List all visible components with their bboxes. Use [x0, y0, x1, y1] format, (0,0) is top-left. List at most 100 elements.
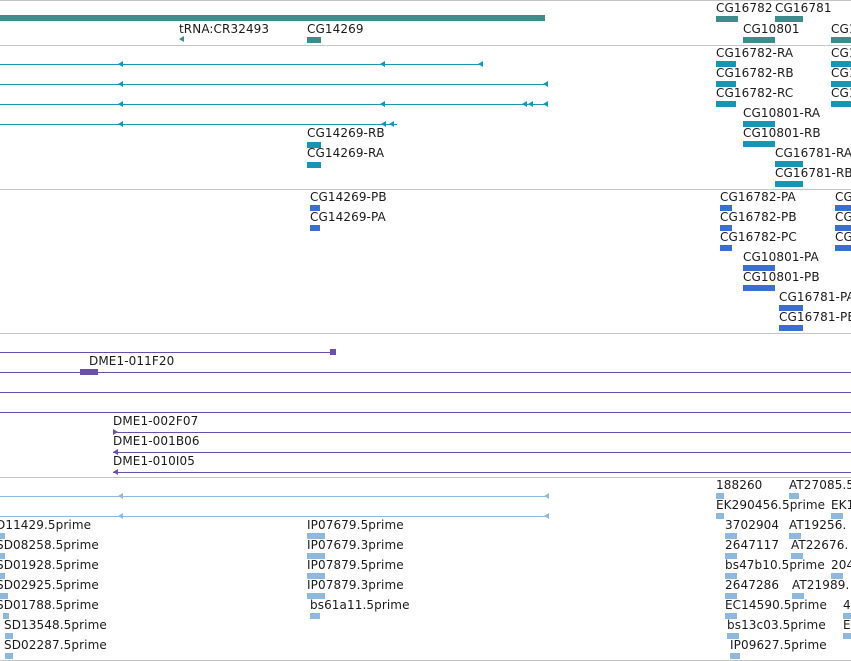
est-label[interactable]: SD01788.5prime: [0, 598, 99, 612]
est-glyph[interactable]: [725, 573, 737, 579]
est-label[interactable]: SD08258.5prime: [0, 538, 99, 552]
clone-end-marker[interactable]: [113, 449, 118, 455]
protein-label[interactable]: CG16782-PA: [720, 190, 796, 204]
protein-label[interactable]: CG: [835, 230, 851, 244]
est-glyph[interactable]: [843, 633, 851, 639]
clone-end-marker[interactable]: [113, 469, 118, 475]
gene-label[interactable]: tRNA:CR32493: [179, 22, 270, 36]
transcript-line[interactable]: [0, 64, 483, 65]
transcript-label[interactable]: CG1: [831, 86, 851, 100]
protein-glyph[interactable]: [835, 205, 851, 211]
gene-glyph[interactable]: [831, 37, 851, 43]
transcript-glyph[interactable]: [307, 142, 321, 148]
protein-label[interactable]: CG16781-PA: [779, 290, 851, 304]
clone-line[interactable]: [113, 472, 851, 473]
est-glyph[interactable]: [118, 513, 123, 519]
clone-line[interactable]: [0, 352, 336, 353]
transcript-label[interactable]: CG16782-RC: [716, 86, 794, 100]
est-label[interactable]: 3702904: [725, 518, 780, 532]
est-line[interactable]: [0, 496, 549, 497]
est-glyph[interactable]: [307, 533, 325, 539]
protein-label[interactable]: CG16782-PB: [720, 210, 797, 224]
est-glyph[interactable]: [725, 593, 737, 599]
clone-label[interactable]: DME1-011F20: [89, 354, 175, 368]
gene-span-bar[interactable]: [0, 15, 545, 21]
est-label[interactable]: bs13c03.5prime: [727, 618, 826, 632]
transcript-glyph[interactable]: [831, 61, 851, 67]
est-glyph[interactable]: [725, 613, 737, 619]
transcript-label[interactable]: CG16781-RA: [775, 146, 851, 160]
transcript-line[interactable]: [0, 124, 397, 125]
transcript-glyph[interactable]: [716, 81, 736, 87]
est-label[interactable]: IP07879.5prime: [307, 558, 404, 572]
exon-glyph[interactable]: [528, 101, 533, 107]
est-label[interactable]: D11429.5prime: [0, 518, 92, 532]
protein-label[interactable]: CG10801-PB: [743, 270, 820, 284]
est-label[interactable]: EK1: [831, 498, 851, 512]
transcript-glyph[interactable]: [831, 101, 851, 107]
clone-end-marker[interactable]: [113, 429, 118, 435]
est-label[interactable]: AT21989.: [792, 578, 850, 592]
clone-label[interactable]: DME1-001B06: [113, 434, 200, 448]
exon-glyph[interactable]: [543, 81, 548, 87]
transcript-glyph[interactable]: [716, 61, 736, 67]
protein-label[interactable]: CG: [835, 190, 851, 204]
est-glyph[interactable]: [725, 533, 737, 539]
gene-label[interactable]: CG16782: [716, 1, 773, 15]
protein-label[interactable]: CG16782-PC: [720, 230, 797, 244]
protein-glyph[interactable]: [310, 225, 320, 231]
est-glyph[interactable]: [0, 573, 5, 579]
transcript-glyph[interactable]: [775, 181, 803, 187]
clone-line[interactable]: [0, 372, 851, 373]
est-label[interactable]: 204: [831, 558, 851, 572]
gene-glyph[interactable]: [179, 36, 184, 42]
est-glyph[interactable]: [5, 653, 13, 659]
est-label[interactable]: 2647117: [725, 538, 780, 552]
transcript-label[interactable]: CG1: [831, 66, 851, 80]
est-glyph[interactable]: [0, 593, 8, 599]
est-glyph[interactable]: [0, 533, 5, 539]
est-label[interactable]: SD13548.5prime: [4, 618, 107, 632]
est-label[interactable]: IP09627.5prime: [730, 638, 827, 652]
gene-label[interactable]: CG16781: [775, 1, 832, 15]
gene-glyph[interactable]: [307, 37, 321, 43]
transcript-label[interactable]: CG16781-RB: [775, 166, 851, 180]
protein-glyph[interactable]: [835, 245, 851, 251]
transcript-line[interactable]: [0, 84, 548, 85]
protein-label[interactable]: CG16781-PB: [779, 310, 851, 324]
exon-glyph[interactable]: [478, 61, 483, 67]
clone-label[interactable]: DME1-002F07: [113, 414, 199, 428]
est-label[interactable]: EC14590.5prime: [725, 598, 827, 612]
est-label[interactable]: bs47b10.5prime: [725, 558, 825, 572]
transcript-glyph[interactable]: [307, 162, 321, 168]
gene-glyph[interactable]: [716, 16, 738, 22]
exon-glyph[interactable]: [522, 101, 527, 107]
exon-glyph[interactable]: [118, 121, 123, 127]
gene-glyph[interactable]: [743, 37, 775, 43]
est-label[interactable]: IP07879.3prime: [307, 578, 404, 592]
gene-label[interactable]: CG14269: [307, 22, 364, 36]
transcript-glyph[interactable]: [831, 81, 851, 87]
est-glyph[interactable]: [789, 533, 801, 539]
est-label[interactable]: EK290456.5prime: [716, 498, 826, 512]
transcript-glyph[interactable]: [775, 161, 803, 167]
est-label[interactable]: SD02925.5prime: [0, 578, 99, 592]
est-label[interactable]: 2647286: [725, 578, 780, 592]
exon-glyph[interactable]: [389, 121, 394, 127]
est-glyph[interactable]: [307, 593, 325, 599]
est-glyph[interactable]: [727, 633, 739, 639]
transcript-label[interactable]: CG16782-RB: [716, 66, 794, 80]
gene-label[interactable]: CG1: [831, 22, 851, 36]
protein-glyph[interactable]: [779, 325, 803, 331]
protein-glyph[interactable]: [835, 225, 851, 231]
clone-line[interactable]: [0, 412, 851, 413]
est-label[interactable]: E: [843, 618, 851, 632]
est-glyph[interactable]: [792, 593, 804, 599]
exon-glyph[interactable]: [118, 61, 123, 67]
est-glyph[interactable]: [843, 613, 851, 619]
est-label[interactable]: 188260: [716, 478, 763, 492]
est-label[interactable]: SD01928.5prime: [0, 558, 99, 572]
clone-end-marker[interactable]: [80, 369, 98, 375]
protein-label[interactable]: CG10801-PA: [743, 250, 819, 264]
transcript-label[interactable]: CG1: [831, 46, 851, 60]
